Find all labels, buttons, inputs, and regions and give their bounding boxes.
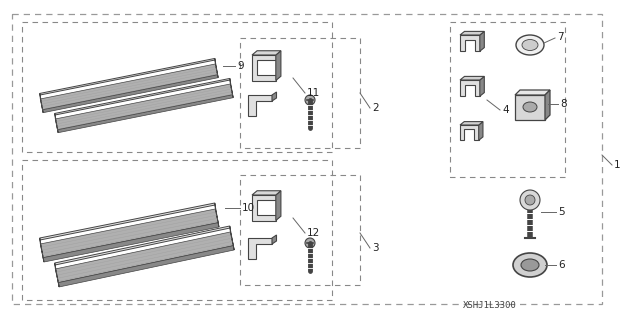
Polygon shape <box>214 203 219 227</box>
Polygon shape <box>480 76 484 96</box>
Polygon shape <box>252 195 276 220</box>
Polygon shape <box>479 122 483 140</box>
Polygon shape <box>58 246 234 287</box>
Ellipse shape <box>523 102 537 112</box>
Polygon shape <box>480 31 484 51</box>
Text: 5: 5 <box>558 207 564 217</box>
Polygon shape <box>230 78 233 98</box>
Polygon shape <box>460 31 484 35</box>
Text: 1: 1 <box>614 160 621 170</box>
Polygon shape <box>230 226 234 250</box>
Text: 3: 3 <box>372 243 379 253</box>
Text: 8: 8 <box>560 99 566 109</box>
Ellipse shape <box>521 259 539 271</box>
Polygon shape <box>55 114 58 133</box>
Circle shape <box>305 238 315 248</box>
Polygon shape <box>56 84 232 130</box>
Polygon shape <box>460 80 480 96</box>
Bar <box>240 38 360 148</box>
Polygon shape <box>40 238 44 262</box>
Polygon shape <box>248 95 272 116</box>
Bar <box>22 160 332 300</box>
Polygon shape <box>43 223 219 262</box>
Text: 9: 9 <box>237 61 244 71</box>
Text: 11: 11 <box>307 88 320 98</box>
Ellipse shape <box>513 253 547 277</box>
Circle shape <box>520 190 540 210</box>
Text: 6: 6 <box>558 260 564 270</box>
Polygon shape <box>252 51 281 55</box>
Polygon shape <box>545 90 550 120</box>
Polygon shape <box>58 95 233 133</box>
Polygon shape <box>55 78 230 115</box>
Polygon shape <box>252 191 281 195</box>
Polygon shape <box>272 92 276 101</box>
Text: XSHJ1L3300: XSHJ1L3300 <box>463 300 517 309</box>
Text: 4: 4 <box>502 105 509 115</box>
Text: 7: 7 <box>557 32 564 42</box>
Polygon shape <box>215 58 218 78</box>
Polygon shape <box>42 75 218 113</box>
Polygon shape <box>40 93 43 113</box>
Polygon shape <box>252 55 276 80</box>
Polygon shape <box>248 238 272 259</box>
Polygon shape <box>40 64 218 110</box>
Polygon shape <box>460 76 484 80</box>
Circle shape <box>305 95 315 105</box>
Bar <box>240 175 360 285</box>
Polygon shape <box>40 203 215 240</box>
Circle shape <box>525 195 535 205</box>
Polygon shape <box>460 35 480 51</box>
Bar <box>22 22 332 152</box>
Polygon shape <box>276 191 281 220</box>
Text: 10: 10 <box>242 203 255 213</box>
Polygon shape <box>54 263 59 287</box>
Polygon shape <box>272 235 276 244</box>
Polygon shape <box>515 95 545 120</box>
Polygon shape <box>40 58 215 95</box>
Polygon shape <box>54 226 230 265</box>
Text: 2: 2 <box>372 103 379 113</box>
Ellipse shape <box>516 35 544 55</box>
Polygon shape <box>515 90 550 95</box>
Polygon shape <box>56 232 234 283</box>
Bar <box>450 22 565 177</box>
Polygon shape <box>460 125 479 140</box>
Polygon shape <box>460 122 483 125</box>
Polygon shape <box>40 209 218 258</box>
Text: 12: 12 <box>307 228 320 238</box>
Polygon shape <box>276 51 281 80</box>
Ellipse shape <box>522 40 538 50</box>
